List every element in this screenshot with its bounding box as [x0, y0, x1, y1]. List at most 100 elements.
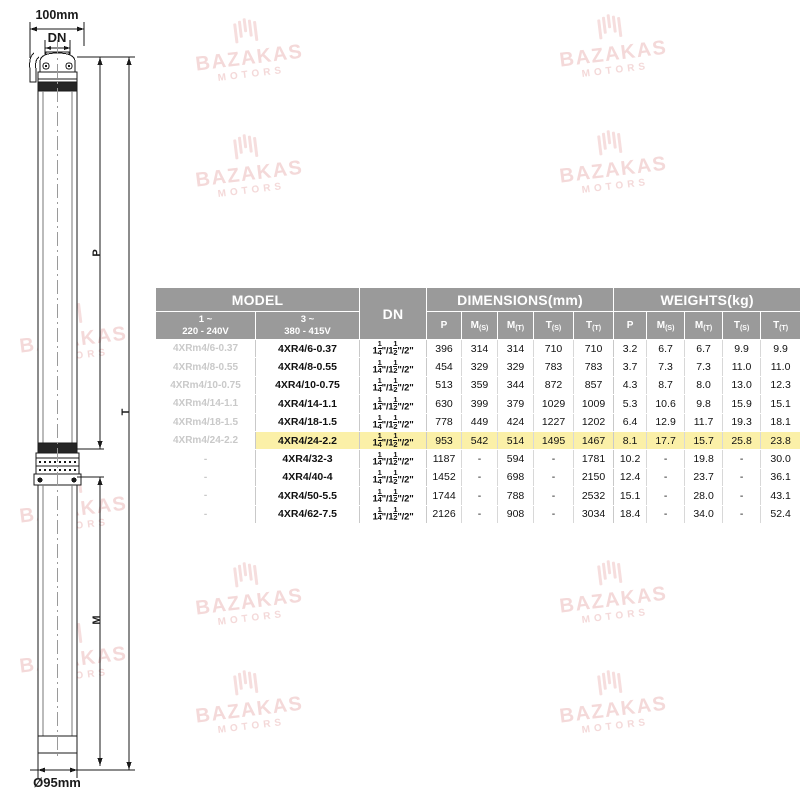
table-row[interactable]: 4XRm4/24-2.2 4XR4/24-2.2 1 1 4 "/1 1 2 "/2" 953 54… [155, 430, 800, 451]
cell-model-three-phase: 4XR4/62-7.5 [255, 504, 360, 524]
cell-dimension: 778 [426, 412, 462, 432]
cell-model-three-phase: 4XR4/40-4 [255, 467, 360, 488]
dimension-label-diameter: Ø95mm [33, 775, 81, 790]
cell-weight: 18.4 [613, 504, 648, 524]
table-row[interactable]: 4XRm4/14-1.1 4XR4/14-1.1 1 1 4 "/1 1 2 "/2" 630 39… [155, 394, 800, 414]
wt-col-sub-mt: (T) [703, 325, 713, 332]
table-row[interactable]: -4XR4/62-7.5 1 1 4 "/1 1 2 "/2" 2126-908-3034 18.… [155, 504, 800, 524]
cell-dimension: 594 [497, 449, 534, 469]
cell-dn: 1 1 4 "/1 1 2 "/2" [359, 375, 427, 396]
watermark-brand: BAZAKAS [194, 692, 305, 728]
cell-model-single-phase: 4XRm4/8-0.55 [155, 357, 256, 377]
watermark-subtitle: MOTORS [581, 606, 650, 627]
table-row[interactable]: -4XR4/50-5.5 1 1 4 "/1 1 2 "/2" 1744-788-2532 15.… [155, 486, 800, 506]
table-row[interactable]: 4XRm4/18-1.5 4XR4/18-1.5 1 1 4 "/1 1 2 "/2" 778 44… [155, 412, 800, 432]
watermark-subtitle: MOTORS [581, 176, 650, 197]
cell-model-single-phase: - [155, 449, 256, 469]
cell-dimension: 953 [426, 430, 462, 451]
header-model-three-phase: 3 ~ 380 - 415V [255, 311, 360, 340]
cell-dimension: - [533, 467, 574, 488]
header-dim-tt: T(T) [572, 311, 615, 340]
cell-weight: 6.7 [646, 338, 686, 359]
cell-weight: 43.1 [760, 486, 800, 506]
cell-dimension: 1452 [426, 467, 462, 488]
cell-dimension: 1495 [533, 430, 574, 451]
cell-weight: 12.9 [646, 412, 686, 432]
cell-weight: 15.7 [684, 430, 724, 451]
pump-technical-drawing: 100mm DN Ø95mm P T M [0, 0, 200, 800]
cell-dimension: 783 [533, 357, 574, 377]
cell-dimension: 1227 [533, 412, 574, 432]
cell-weight: 15.1 [613, 486, 648, 506]
header-wt-mt: M(T) [684, 311, 724, 340]
cell-weight: 6.4 [613, 412, 648, 432]
cell-dimension: - [461, 486, 498, 506]
watermark-subtitle: MOTORS [217, 608, 286, 629]
watermark-subtitle: MOTORS [217, 716, 286, 737]
watermark-logo-icon [597, 559, 626, 586]
cell-weight: 12.3 [760, 375, 800, 396]
table-row[interactable]: -4XR4/40-4 1 1 4 "/1 1 2 "/2" 1452-698-2150 12.4-… [155, 467, 800, 488]
table-row[interactable]: 4XRm4/8-0.55 4XR4/8-0.55 1 1 4 "/1 1 2 "/2" 454 32… [155, 357, 800, 377]
cell-weight: 12.4 [613, 467, 648, 488]
cell-weight: 8.1 [613, 430, 648, 451]
watermark-brand: BAZAKAS [194, 584, 305, 620]
cell-model-single-phase: - [155, 486, 256, 506]
cell-dimension: - [461, 504, 498, 524]
cell-weight: - [722, 504, 762, 524]
table-row[interactable]: 4XRm4/6-0.37 4XR4/6-0.37 1 1 4 "/1 1 2 "/2" 396 31… [155, 338, 800, 359]
cell-dimension: 314 [497, 338, 534, 359]
cell-dimension: 344 [497, 375, 534, 396]
dim-col-sub-ms: (S) [479, 325, 489, 332]
header-group-model: MODEL [155, 287, 360, 312]
cell-dimension: 513 [426, 375, 462, 396]
cell-weight: 15.9 [722, 394, 762, 414]
watermark-brand: BAZAKAS [558, 36, 669, 72]
cell-weight: 25.8 [722, 430, 762, 451]
table-row[interactable]: -4XR4/32-3 1 1 4 "/1 1 2 "/2" 1187-594-1781 10.2-… [155, 449, 800, 469]
cell-dimension: - [461, 449, 498, 469]
voltage-label-3ph: 380 - 415V [284, 325, 331, 337]
cell-weight: 3.2 [613, 338, 648, 359]
watermark-brand: BAZAKAS [558, 692, 669, 728]
header-group-weights: WEIGHTS(kg) [613, 287, 800, 312]
cell-dimension: 1202 [572, 412, 615, 432]
wt-col-label-mt: M [694, 320, 704, 331]
watermark-brand: BAZAKAS [194, 40, 305, 76]
specification-table-container: MODEL DN DIMENSIONS(mm) WEIGHTS(kg) 1 ~ … [155, 287, 800, 524]
header-wt-tt: T(T) [760, 311, 800, 340]
header-model-single-phase: 1 ~ 220 - 240V [155, 311, 256, 340]
cell-model-three-phase: 4XR4/24-2.2 [255, 430, 360, 451]
header-group-dimensions: DIMENSIONS(mm) [425, 287, 615, 312]
cell-weight: 11.0 [722, 357, 762, 377]
cell-dimension: 449 [461, 412, 498, 432]
cell-dn: 1 1 4 "/1 1 2 "/2" [359, 412, 427, 432]
watermark-brand: BAZAKAS [558, 582, 669, 618]
dim-col-label-mt: M [506, 320, 516, 331]
cell-dimension: 1744 [426, 486, 462, 506]
cell-dn: 1 1 4 "/1 1 2 "/2" [359, 486, 427, 506]
cell-weight: 23.7 [684, 467, 724, 488]
table-head: MODEL DN DIMENSIONS(mm) WEIGHTS(kg) 1 ~ … [155, 287, 800, 340]
cell-weight: - [646, 467, 686, 488]
cell-dimension: 1467 [572, 430, 615, 451]
table-row[interactable]: 4XRm4/10-0.75 4XR4/10-0.75 1 1 4 "/1 1 2 "/2" 513… [155, 375, 800, 396]
dimension-label-outer-width: 100mm [35, 8, 78, 22]
cell-dimension: 329 [461, 357, 498, 377]
dim-col-sub-mt: (T) [515, 325, 525, 332]
dim-col-label-p: P [440, 320, 448, 331]
cell-weight: 4.3 [613, 375, 648, 396]
cell-dimension: 2150 [572, 467, 615, 488]
cell-weight: - [646, 486, 686, 506]
cell-weight: 8.7 [646, 375, 686, 396]
cell-weight: - [722, 449, 762, 469]
cell-model-single-phase: 4XRm4/18-1.5 [155, 412, 256, 432]
cell-dimension: 908 [497, 504, 534, 524]
watermark-subtitle: MOTORS [581, 716, 650, 737]
header-wt-ms: M(S) [646, 311, 686, 340]
cell-weight: 9.9 [722, 338, 762, 359]
cell-dimension: 379 [497, 394, 534, 414]
cell-weight: 18.1 [760, 412, 800, 432]
